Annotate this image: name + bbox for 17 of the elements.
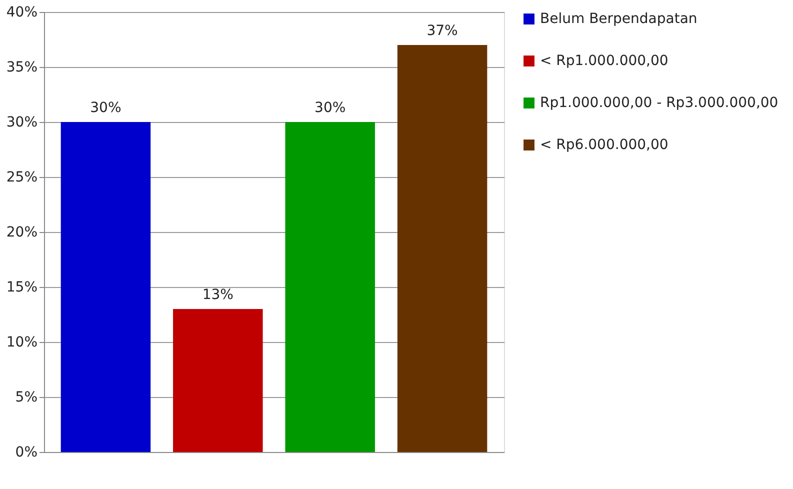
y-tick-label: 20% — [6, 224, 38, 240]
legend-label: < Rp1.000.000,00 — [540, 53, 668, 69]
y-tick-label: 0% — [15, 444, 38, 460]
y-tick-label: 25% — [6, 170, 38, 186]
data-label: 37% — [426, 23, 458, 39]
legend-label: Rp1.000.000,00 - Rp3.000.000,00 — [540, 95, 778, 111]
y-tick-label: 5% — [15, 390, 38, 406]
y-tick-label: 30% — [6, 114, 38, 130]
legend-label: < Rp6.000.000,00 — [540, 137, 668, 153]
y-tick-label: 15% — [6, 280, 38, 296]
data-label: 13% — [202, 287, 234, 303]
y-tick-label: 40% — [6, 4, 38, 20]
y-tick-label: 10% — [6, 334, 38, 350]
y-tick-label: 35% — [6, 60, 38, 76]
data-label: 30% — [314, 100, 346, 116]
legend-label: Belum Berpendapatan — [540, 11, 698, 27]
data-label: 30% — [90, 100, 122, 116]
